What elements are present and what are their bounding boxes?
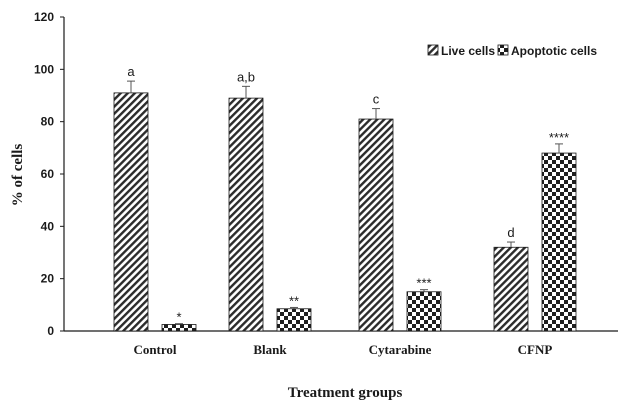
bar-annotation-live-cells: c bbox=[373, 92, 380, 107]
y-tick-label: 40 bbox=[41, 219, 55, 233]
bar-live-cells bbox=[228, 97, 264, 332]
y-tick-label: 120 bbox=[34, 10, 54, 24]
bar-apoptotic-cells bbox=[406, 291, 442, 332]
bar-annotation-apoptotic-cells: * bbox=[176, 310, 181, 325]
legend-label-live-cells: Live cells bbox=[441, 44, 495, 58]
bar-apoptotic-cells bbox=[161, 324, 197, 332]
bar-annotation-apoptotic-cells: ** bbox=[289, 293, 299, 308]
y-tick-label: 60 bbox=[41, 167, 55, 181]
bar-live-cells bbox=[358, 118, 394, 332]
bar-annotation-apoptotic-cells: *** bbox=[416, 276, 431, 291]
bar-live-cells bbox=[493, 246, 529, 332]
y-tick-label: 80 bbox=[41, 115, 55, 129]
y-axis-title: % of cells bbox=[10, 144, 26, 207]
bar-annotation-live-cells: a bbox=[127, 64, 135, 79]
bar-apoptotic-cells bbox=[276, 308, 312, 332]
x-tick-label: Control bbox=[133, 342, 176, 357]
bar-apoptotic-cells bbox=[541, 152, 577, 332]
bar-live-cells bbox=[113, 92, 149, 332]
bar-annotation-live-cells: a,b bbox=[237, 69, 255, 84]
legend: Live cells Apoptotic cells bbox=[427, 44, 597, 58]
legend-swatch-apoptotic-cells bbox=[497, 44, 509, 56]
x-tick-label: Cytarabine bbox=[369, 342, 432, 357]
y-tick-label: 100 bbox=[34, 62, 54, 76]
legend-label-apoptotic-cells: Apoptotic cells bbox=[511, 44, 597, 58]
y-tick-label: 0 bbox=[47, 324, 54, 338]
bars bbox=[113, 80, 577, 332]
bar-annotation-apoptotic-cells: **** bbox=[549, 130, 569, 145]
legend-swatch-live-cells bbox=[427, 44, 439, 56]
x-tick-label: CFNP bbox=[518, 342, 553, 357]
labels: 0 20 40 60 80 100 120 Control Blank Cytarabine CFN… bbox=[34, 10, 569, 357]
y-tick-label: 20 bbox=[41, 272, 55, 286]
x-axis-title: Treatment groups bbox=[288, 385, 403, 401]
bar-annotation-live-cells: d bbox=[507, 225, 514, 240]
x-tick-label: Blank bbox=[253, 342, 287, 357]
